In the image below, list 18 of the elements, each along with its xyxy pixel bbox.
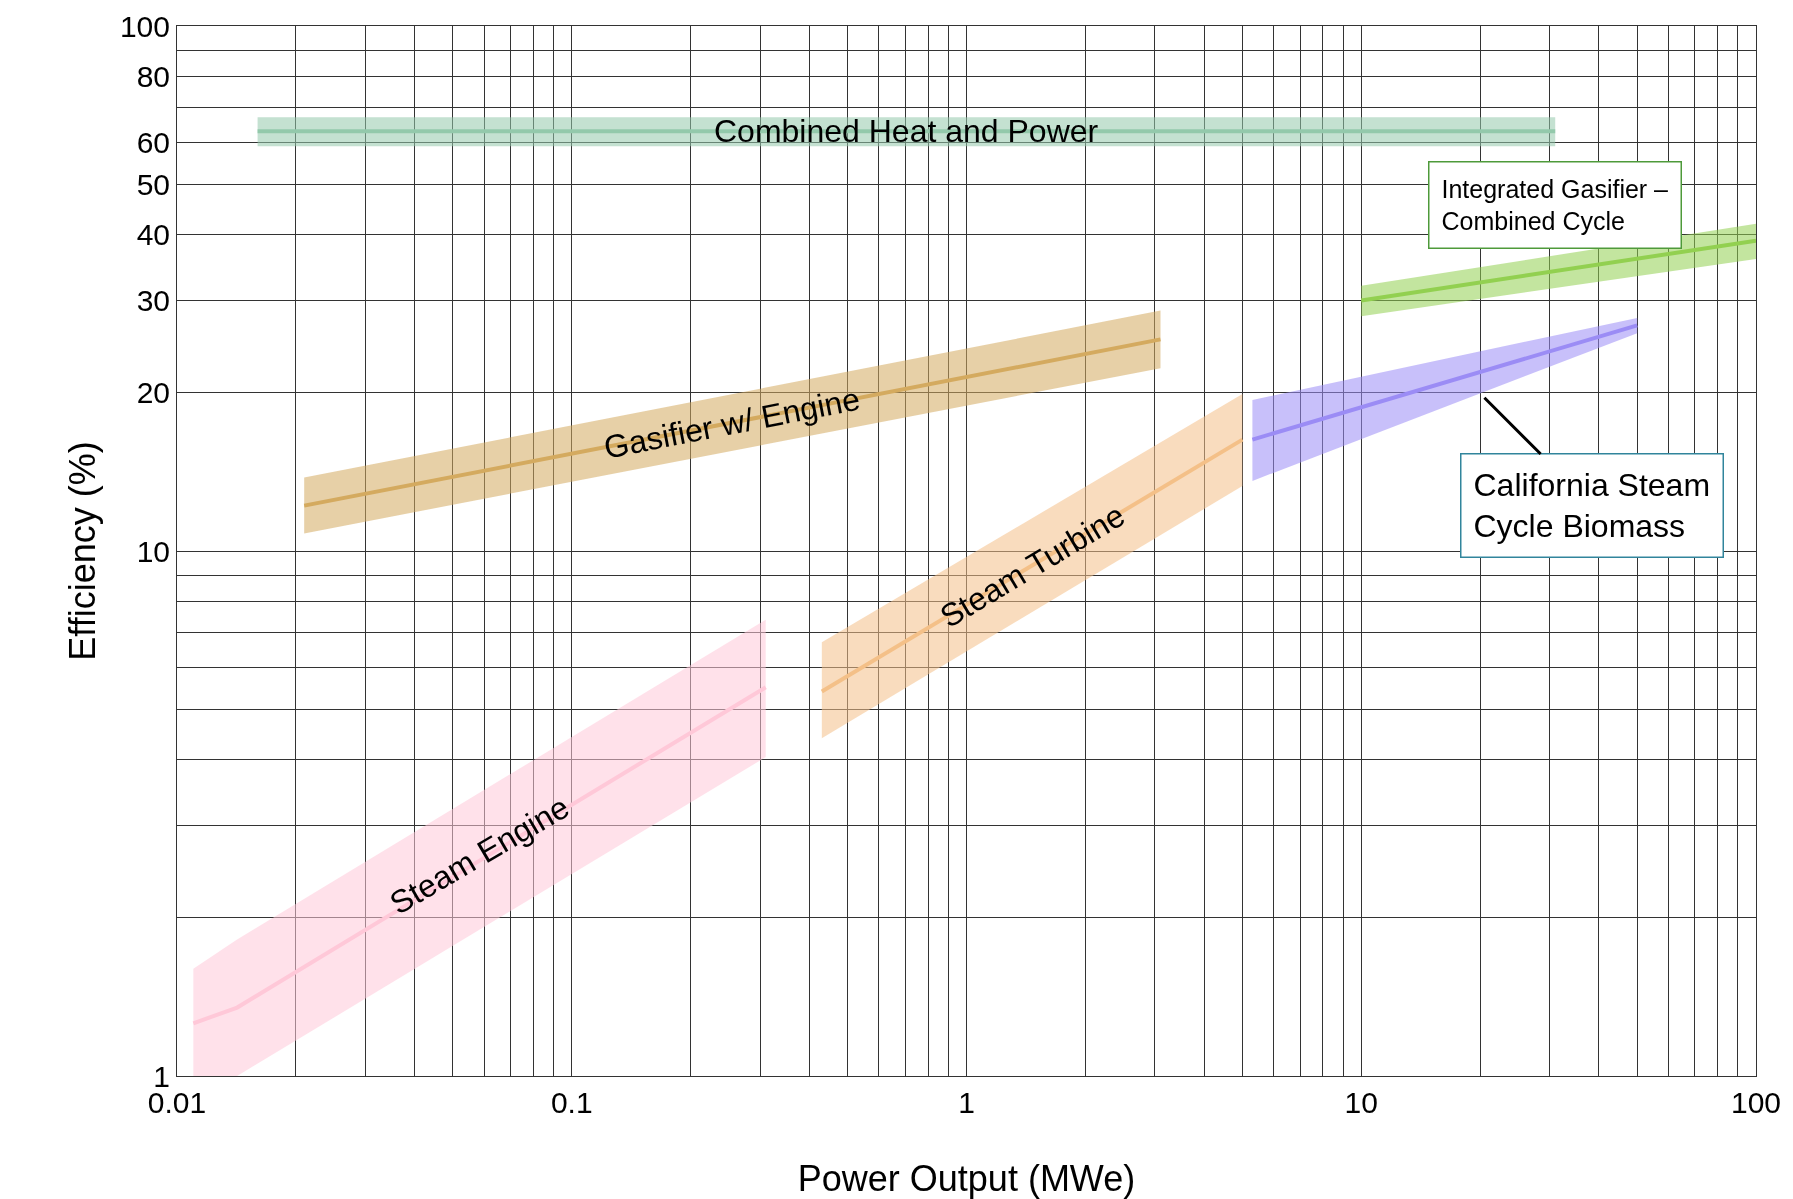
y-tick-label: 100 xyxy=(119,9,170,43)
y-tick-label: 40 xyxy=(136,218,170,252)
annotation: Integrated Gasifier – Combined Cycle xyxy=(1441,174,1669,235)
x-axis-title: Power Output (MWe) xyxy=(797,1158,1136,1199)
y-tick-label: 80 xyxy=(136,60,170,94)
y-tick-label: 30 xyxy=(136,284,170,318)
x-tick-label: 100 xyxy=(1730,1086,1782,1119)
series-label: Combined Heat and Power xyxy=(714,113,1099,149)
y-tick-label: 50 xyxy=(136,167,170,201)
y-axis-title: Efficiency (%) xyxy=(62,441,103,661)
x-tick-label: 10 xyxy=(1344,1086,1378,1119)
y-tick-label: 20 xyxy=(136,376,170,410)
y-tick-label: 10 xyxy=(136,534,170,568)
y-tick-label: 60 xyxy=(136,125,170,159)
annotation: California Steam Cycle Biomass xyxy=(1473,466,1711,545)
x-tick-label: 0.1 xyxy=(550,1086,593,1119)
text: Gasifier w/ Engine xyxy=(601,380,863,466)
x-tick-label: 1 xyxy=(958,1086,975,1119)
